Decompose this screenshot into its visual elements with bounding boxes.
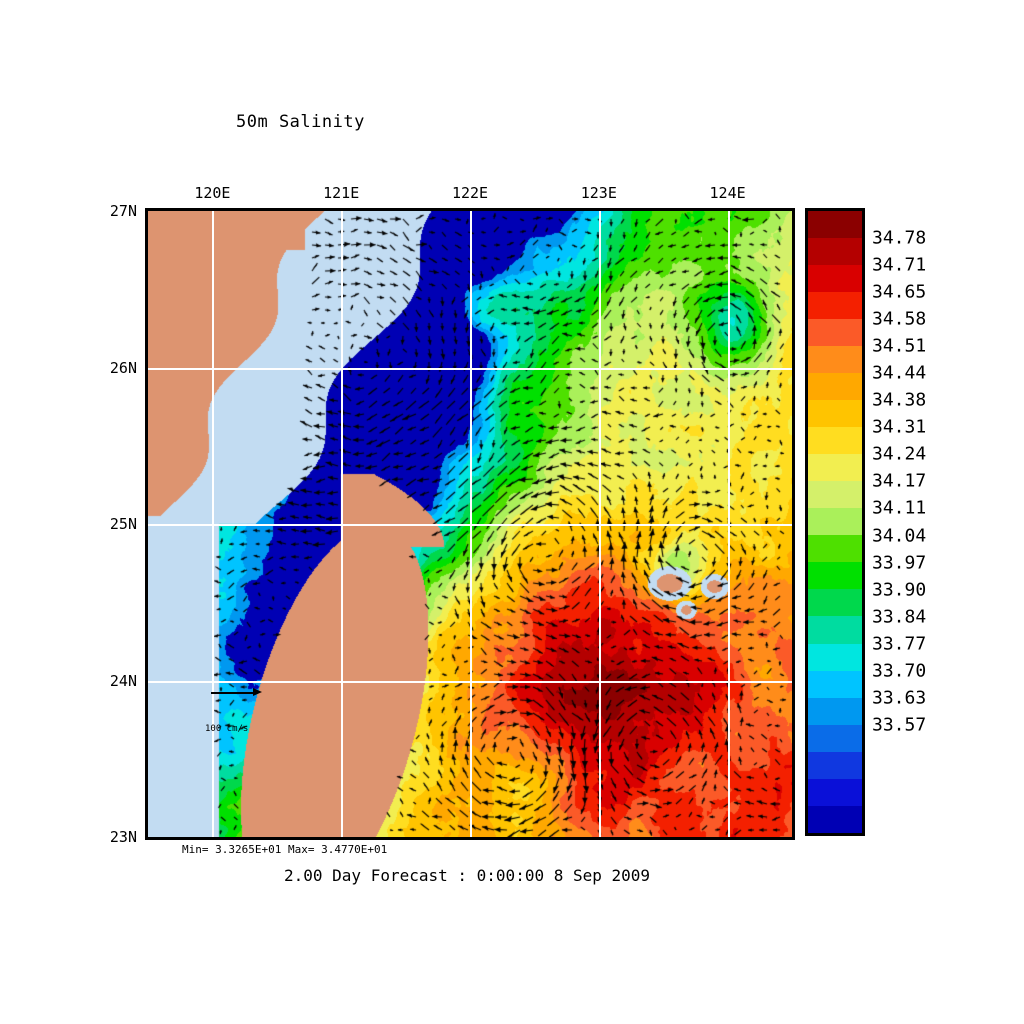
- colorbar-band-6: [808, 373, 862, 401]
- vector-key-shaft: [211, 692, 257, 694]
- colorbar-tick-33.70: 33.70: [872, 660, 927, 682]
- colorbar-tick-34.78: 34.78: [872, 227, 927, 249]
- colorbar-tick-33.63: 33.63: [872, 687, 927, 709]
- vector-key-arrowhead-icon: [253, 688, 262, 696]
- colorbar-tick-34.24: 34.24: [872, 443, 927, 465]
- colorbar-band-10: [808, 481, 862, 509]
- vector-scale-key: 100 cm/s: [205, 686, 295, 744]
- colorbar-band-21: [808, 778, 862, 806]
- colorbar-band-3: [808, 292, 862, 320]
- y-axis-tick-25N: 25N: [109, 515, 137, 533]
- colorbar-band-14: [808, 589, 862, 617]
- colorbar[interactable]: [805, 208, 865, 836]
- colorbar-band-11: [808, 508, 862, 536]
- colorbar-tick-34.31: 34.31: [872, 416, 927, 438]
- colorbar-tick-34.58: 34.58: [872, 308, 927, 330]
- colorbar-band-18: [808, 697, 862, 725]
- colorbar-tick-34.11: 34.11: [872, 497, 927, 519]
- colorbar-band-19: [808, 724, 862, 752]
- y-axis-tick-23N: 23N: [109, 828, 137, 846]
- colorbar-tick-33.84: 33.84: [872, 606, 927, 628]
- colorbar-band-9: [808, 454, 862, 482]
- forecast-annotation: 2.00 Day Forecast : 0:00:00 8 Sep 2009: [284, 866, 651, 885]
- colorbar-tick-34.38: 34.38: [872, 389, 927, 411]
- vector-key-label: 100 cm/s: [205, 724, 249, 734]
- colorbar-band-5: [808, 346, 862, 374]
- minmax-annotation: Min= 3.3265E+01 Max= 3.4770E+01: [182, 843, 388, 856]
- colorbar-tick-34.17: 34.17: [872, 470, 927, 492]
- colorbar-tick-34.71: 34.71: [872, 254, 927, 276]
- colorbar-tick-33.90: 33.90: [872, 579, 927, 601]
- x-axis-tick-121E: 121E: [323, 184, 360, 202]
- colorbar-band-1: [808, 238, 862, 266]
- y-axis-tick-27N: 27N: [109, 202, 137, 220]
- colorbar-band-13: [808, 562, 862, 590]
- colorbar-band-20: [808, 751, 862, 779]
- colorbar-band-4: [808, 319, 862, 347]
- colorbar-band-7: [808, 400, 862, 428]
- x-axis-tick-122E: 122E: [451, 184, 489, 202]
- colorbar-band-16: [808, 643, 862, 671]
- x-axis-tick-123E: 123E: [580, 184, 617, 202]
- colorbar-tick-labels: 34.78 34.71 34.65 34.58 34.51 34.44 34.38 34.31…: [872, 208, 982, 836]
- map-plot-area[interactable]: [145, 208, 795, 840]
- colorbar-band-0: [808, 211, 862, 239]
- colorbar-tick-34.51: 34.51: [872, 335, 927, 357]
- colorbar-band-8: [808, 427, 862, 455]
- colorbar-tick-33.77: 33.77: [872, 633, 927, 655]
- x-axis-tick-120E: 120E: [194, 184, 231, 202]
- x-axis-tick-124E: 124E: [709, 184, 746, 202]
- y-axis-tick-26N: 26N: [109, 358, 137, 377]
- colorbar-band-17: [808, 670, 862, 698]
- colorbar-tick-34.04: 34.04: [872, 525, 927, 547]
- colorbar-tick-33.97: 33.97: [872, 552, 927, 574]
- y-axis-tick-24N: 24N: [109, 671, 137, 690]
- colorbar-tick-34.44: 34.44: [872, 362, 927, 384]
- colorbar-tick-33.57: 33.57: [872, 714, 927, 736]
- colorbar-tick-34.65: 34.65: [872, 281, 927, 303]
- colorbar-band-15: [808, 616, 862, 644]
- chart-title: 50m Salinity: [236, 112, 365, 132]
- colorbar-band-2: [808, 265, 862, 293]
- colorbar-band-22: [808, 805, 862, 833]
- colorbar-band-12: [808, 535, 862, 563]
